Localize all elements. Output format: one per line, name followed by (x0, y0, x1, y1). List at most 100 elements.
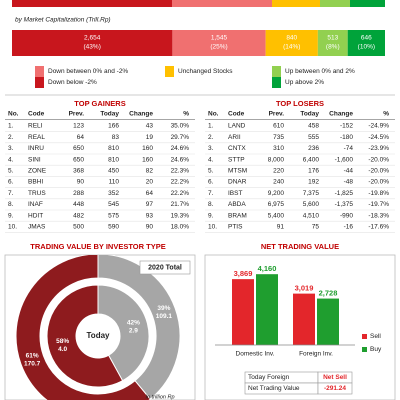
cell: -23.9% (368, 145, 389, 152)
bar (232, 279, 254, 345)
summary-label: Today Foreign (248, 374, 290, 381)
cap-segment (317, 30, 348, 56)
summary-cell (317, 382, 353, 395)
cell: -990 (340, 212, 353, 219)
cap-segment (265, 30, 318, 56)
slice-percent: 58% (56, 338, 69, 345)
cell: 97 (146, 201, 154, 208)
total-box (139, 260, 191, 275)
cell: 176 (308, 168, 319, 175)
cell: 9. (208, 212, 214, 219)
cell: 24.6% (171, 156, 190, 163)
cell: 18.0% (171, 224, 190, 231)
legend-label: Up between 0% and 2% (285, 68, 355, 75)
cell: 160 (142, 145, 153, 152)
cell: -1,375 (335, 201, 354, 208)
segment-value: 840 (286, 35, 297, 42)
cell: -74 (344, 145, 354, 152)
panel-title: TRADING VALUE BY INVESTOR TYPE (30, 242, 165, 251)
top-strip (272, 0, 320, 7)
cell: -152 (340, 123, 353, 130)
cell: 650 (73, 156, 84, 163)
cell: 22.3% (171, 168, 190, 175)
donut-slice (15, 255, 151, 400)
cell: TRUS (28, 190, 46, 197)
cell: BBHI (28, 179, 43, 186)
legend-swatch (35, 66, 44, 77)
segment-percent: (8%) (326, 44, 340, 51)
slice-percent: 42% (127, 320, 140, 327)
cell: 7,375 (303, 190, 320, 197)
cell: 10. (208, 224, 217, 231)
cell: 3. (8, 145, 14, 152)
cell: 22.2% (171, 179, 190, 186)
cell: HDIT (28, 212, 43, 219)
cell: 4. (8, 156, 14, 163)
segment-value: 513 (327, 35, 338, 42)
summary-value: -291.24 (324, 385, 346, 392)
summary-label: Net Trading Value (248, 385, 300, 392)
cell: STTP (228, 156, 245, 163)
legend-label: Unchanged Stocks (178, 68, 233, 75)
column-header: % (383, 111, 389, 118)
bar (256, 274, 278, 345)
legend-swatch (272, 77, 281, 88)
cell: MTSM (228, 168, 247, 175)
cap-segment (12, 30, 173, 56)
cell: 458 (308, 123, 319, 130)
top-strip (172, 0, 272, 7)
cell: 5,400 (268, 212, 285, 219)
cell: 91 (277, 224, 285, 231)
bar-label: 3,019 (295, 284, 314, 293)
bar (293, 293, 315, 345)
cell: -20.0% (368, 179, 389, 186)
legend-swatch (272, 66, 281, 77)
slice-percent: 61% (26, 352, 39, 359)
top-strip (12, 0, 172, 7)
cell: 19 (146, 134, 154, 141)
cell: 650 (73, 145, 84, 152)
cell: 123 (73, 123, 84, 130)
table-title: TOP GAINERS (74, 99, 125, 108)
cell: 5. (8, 168, 14, 175)
segment-value: 646 (361, 35, 372, 42)
cell: 6. (208, 179, 214, 186)
cell: 82 (146, 168, 154, 175)
cell: 220 (273, 168, 284, 175)
bar-label: 2,728 (319, 289, 338, 298)
cell: 21.7% (171, 201, 190, 208)
cell: DNAR (228, 179, 247, 186)
cell: -19.8% (368, 190, 389, 197)
summary-value: Net Sell (323, 374, 347, 381)
bar (317, 298, 339, 345)
panel-title: NET TRADING VALUE (261, 242, 339, 251)
cell: -24.9% (368, 123, 389, 130)
cell: 35.0% (171, 123, 190, 130)
cell: LAND (228, 123, 246, 130)
cell: ABDA (228, 201, 246, 208)
cell: 590 (108, 224, 119, 231)
bar-label: 3,869 (234, 269, 253, 278)
column-header: No. (208, 111, 219, 118)
cell: -48 (344, 179, 354, 186)
column-header: Change (329, 111, 353, 118)
cell: SINI (28, 156, 41, 163)
cell: 83 (112, 134, 120, 141)
cell: -44 (344, 168, 354, 175)
legend-label: Sell (370, 333, 381, 340)
cell: 192 (308, 179, 319, 186)
cell: 240 (273, 179, 284, 186)
cell: 8,000 (268, 156, 285, 163)
cell: 19.3% (171, 212, 190, 219)
column-header: Prev. (69, 111, 85, 118)
cell: 43 (146, 123, 154, 130)
cell: 450 (108, 168, 119, 175)
legend-swatch (362, 347, 367, 352)
cell: 7. (208, 190, 214, 197)
slice-amount: 170.7 (24, 360, 41, 367)
donut-center (77, 315, 119, 357)
segment-percent: (10%) (358, 44, 375, 51)
cell: INRU (28, 145, 44, 152)
